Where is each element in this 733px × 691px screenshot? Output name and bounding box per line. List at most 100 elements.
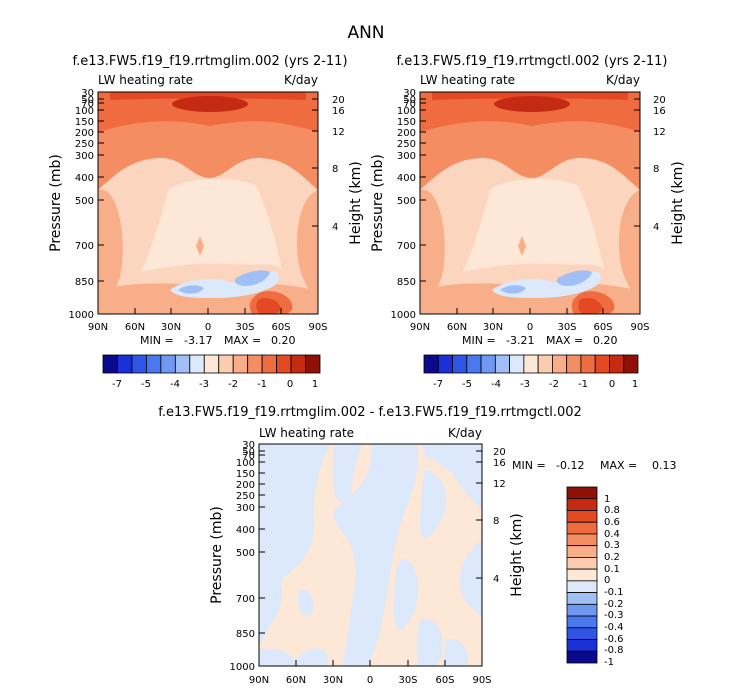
colorbar-tick-label: -2 (549, 379, 559, 390)
colorbar (102, 354, 321, 374)
y-tick-label: 300 (397, 151, 416, 162)
y-tick-label: 200 (397, 128, 416, 139)
colorbar-swatch (261, 354, 277, 374)
y-tick-label: 700 (397, 241, 416, 252)
panel-units: K/day (606, 73, 640, 87)
colorbar-tick-label: 0.6 (604, 517, 620, 528)
min-value: -0.12 (556, 459, 584, 472)
y-tick-label: 30 (81, 88, 94, 99)
height-tick-label: 20 (332, 95, 345, 106)
colorbar-tick-label: -0.8 (604, 645, 624, 656)
min-label: MIN = (140, 334, 174, 347)
y-tick-label: 1000 (391, 310, 416, 321)
x-tick-label: 0 (367, 675, 373, 686)
x-axis-ticks: 90N 60N 30N 0 30S 60S 90S (249, 660, 492, 686)
colorbar-tick-label: -1 (604, 657, 614, 668)
y-tick-label: 100 (75, 106, 94, 117)
colorbar-swatch (566, 592, 598, 605)
height-tick-label: 4 (332, 222, 338, 233)
colorbar-tick-label: 0 (604, 575, 610, 586)
colorbar-tick-label: 0 (609, 379, 615, 390)
max-label: MAX = (600, 459, 637, 472)
colorbar-swatch (566, 486, 598, 500)
y-tick-label: 700 (75, 241, 94, 252)
colorbar-swatch (566, 521, 598, 535)
plot-field (420, 92, 640, 314)
colorbar-swatch (537, 354, 553, 374)
colorbar-tick-label: -5 (462, 379, 472, 390)
colorbar-swatch (623, 354, 639, 374)
colorbar-swatch (566, 557, 598, 570)
x-tick-label: 90N (249, 675, 269, 686)
colorbar-tick-label: -3 (199, 379, 209, 390)
y-tick-label: 150 (397, 117, 416, 128)
y-tick-label: 300 (236, 503, 255, 514)
colorbar-swatch (566, 603, 598, 617)
colorbar-swatch (566, 580, 598, 593)
colorbar-swatch (566, 498, 598, 511)
height-axis-label: Height (km) (670, 161, 686, 244)
colorbar-tick-label: -4 (170, 379, 180, 390)
y-tick-label: 70 (242, 451, 255, 462)
y-tick-label: 50 (403, 95, 416, 106)
y-tick-label: 1000 (69, 310, 94, 321)
colorbar-swatch (566, 627, 598, 640)
y-axis-ticks: 30 50 70 100 150 200 250 300 400 500 700… (391, 88, 426, 321)
y-axis-ticks: 30 50 70 100 150 200 250 300 400 500 700… (69, 88, 104, 321)
colorbar-swatch (566, 568, 598, 582)
y-tick-label: 500 (75, 196, 94, 207)
height-tick-label: 12 (493, 479, 506, 490)
colorbar-swatch (566, 615, 598, 629)
colorbar-swatch (174, 354, 191, 374)
panel-rrtmglim: f.e13.FW5.f19_f19.rrtmglim.002 (yrs 2-11… (48, 54, 364, 390)
max-value: 0.20 (593, 334, 618, 347)
colorbar-swatch (423, 354, 439, 374)
y-tick-label: 70 (403, 99, 416, 110)
height-tick-label: 12 (332, 127, 345, 138)
colorbar-swatch (160, 354, 176, 374)
panel-subtitle: LW heating rate (259, 426, 354, 440)
colorbar-tick-label: -1 (257, 379, 267, 390)
panel-units: K/day (448, 426, 482, 440)
colorbar-swatch (566, 354, 582, 374)
height-tick-label: 16 (493, 458, 506, 469)
height-tick-label: 16 (653, 106, 666, 117)
y-tick-label: 200 (75, 128, 94, 139)
colorbar-tick-label: -2 (228, 379, 238, 390)
panel-subtitle: LW heating rate (98, 73, 193, 87)
height-tick-label: 8 (493, 516, 499, 527)
x-tick-label: 90S (472, 675, 491, 686)
colorbar-swatch (566, 639, 598, 652)
colorbar-swatch (232, 354, 249, 374)
y-tick-label: 1000 (230, 662, 255, 673)
x-tick-label: 60N (286, 675, 306, 686)
height-axis-ticks: 20 16 12 8 4 (476, 447, 506, 585)
y-tick-label: 400 (397, 173, 416, 184)
max-value: 0.20 (271, 334, 296, 347)
colorbar-tick-label: -3 (520, 379, 530, 390)
y-tick-label: 300 (75, 151, 94, 162)
colorbar-swatch (566, 533, 598, 547)
y-tick-label: 30 (242, 440, 255, 451)
height-axis-label: Height (km) (509, 513, 525, 596)
panel-title: f.e13.FW5.f19_f19.rrtmglim.002 (yrs 2-11… (72, 54, 347, 69)
y-tick-label: 150 (236, 469, 255, 480)
colorbar-tick-label: 0.2 (604, 552, 620, 563)
height-axis-ticks: 20 16 12 8 4 (312, 95, 345, 233)
x-tick-label: 90N (410, 322, 430, 333)
y-tick-label: 150 (75, 117, 94, 128)
colorbar-tick-label: 1 (604, 494, 610, 505)
colorbar-swatch (480, 354, 496, 374)
y-tick-label: 100 (397, 106, 416, 117)
colorbar-swatch (552, 354, 568, 374)
colorbar-tick-label: -1 (578, 379, 588, 390)
colorbar-tick-labels: -7 -5 -4 -3 -2 -1 0 1 (112, 379, 318, 390)
height-tick-label: 16 (332, 106, 345, 117)
x-tick-label: 30N (161, 322, 181, 333)
height-tick-label: 12 (653, 127, 666, 138)
x-tick-label: 30S (235, 322, 254, 333)
x-tick-label: 60S (271, 322, 290, 333)
x-axis-ticks: 90N 60N 30N 0 30S 60S 90S (410, 308, 650, 333)
colorbar-tick-label: -0.2 (604, 599, 624, 610)
y-tick-label: 850 (75, 277, 94, 288)
